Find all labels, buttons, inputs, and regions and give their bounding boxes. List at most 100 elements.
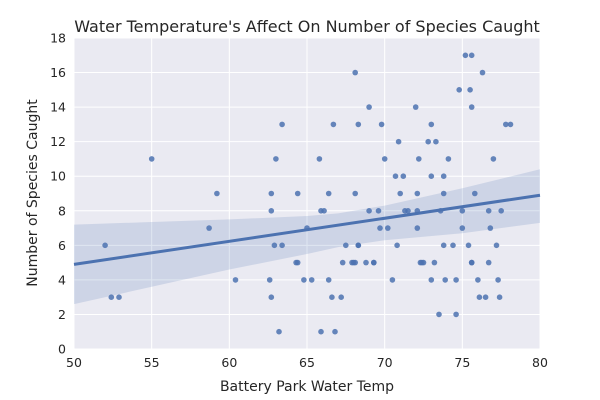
data-point: [338, 294, 345, 301]
data-point: [400, 173, 407, 179]
data-point: [440, 242, 447, 249]
data-point: [316, 156, 323, 162]
data-point: [487, 225, 494, 231]
data-point: [206, 225, 212, 231]
data-point: [433, 138, 439, 145]
data-point: [440, 190, 447, 197]
y-tick-label: 18: [50, 31, 66, 46]
scatter-points: [102, 52, 514, 335]
x-tick-label: 75: [454, 355, 470, 370]
data-point: [385, 225, 391, 231]
data-point: [490, 156, 497, 162]
data-point: [108, 294, 115, 301]
data-point: [268, 208, 275, 214]
data-point: [436, 311, 442, 318]
x-tick-labels: 50 55 60 65 70 75 80: [66, 355, 548, 370]
data-point: [366, 208, 372, 214]
data-point: [330, 121, 337, 128]
x-tick-label: 70: [377, 355, 393, 370]
data-point: [294, 259, 301, 266]
data-point: [412, 104, 419, 110]
x-tick-label: 50: [66, 355, 82, 370]
data-point: [493, 242, 500, 249]
data-point: [343, 242, 349, 249]
data-point: [472, 190, 478, 197]
data-point: [453, 277, 459, 283]
x-axis-label: Battery Park Water Temp: [220, 379, 394, 395]
data-point: [392, 173, 399, 179]
data-point: [318, 328, 324, 335]
data-point: [468, 52, 475, 59]
data-point: [394, 242, 400, 249]
data-point: [325, 190, 332, 197]
data-point: [271, 242, 278, 249]
regression-line: [73, 193, 541, 266]
data-point: [276, 328, 282, 335]
data-point: [279, 242, 285, 249]
data-point: [148, 156, 155, 162]
data-point: [377, 225, 383, 231]
data-point: [279, 121, 285, 128]
data-point: [339, 259, 346, 266]
data-point: [495, 277, 501, 283]
data-point: [442, 277, 449, 283]
data-point: [366, 104, 372, 110]
data-point: [468, 104, 475, 110]
data-point: [102, 242, 108, 249]
data-point: [355, 121, 362, 128]
data-point: [321, 208, 327, 214]
data-point: [266, 277, 273, 283]
data-point: [395, 138, 402, 145]
grid: [73, 37, 541, 350]
data-point: [507, 121, 514, 128]
data-point: [428, 121, 435, 128]
data-point: [389, 277, 396, 283]
data-point: [498, 208, 505, 214]
data-point: [268, 294, 275, 301]
data-point: [450, 242, 456, 249]
y-tick-label: 4: [58, 272, 66, 287]
data-point: [116, 294, 122, 301]
data-point: [268, 190, 275, 197]
data-point: [425, 138, 432, 145]
y-tick-label: 16: [50, 65, 66, 80]
data-point: [214, 190, 220, 197]
data-point: [482, 294, 489, 301]
data-point: [397, 190, 404, 197]
data-point: [485, 208, 492, 214]
y-axis-label: Number of Species Caught: [25, 99, 41, 287]
y-tick-label: 0: [58, 342, 66, 357]
data-point: [468, 259, 475, 266]
data-point: [414, 190, 421, 197]
data-point: [414, 225, 421, 231]
data-point: [431, 259, 438, 266]
data-point: [325, 277, 332, 283]
data-point: [416, 156, 422, 162]
data-point: [352, 190, 359, 197]
y-tick-label: 12: [50, 134, 66, 149]
data-point: [459, 225, 466, 231]
data-point: [479, 69, 486, 76]
data-point: [405, 208, 411, 214]
data-point: [301, 277, 307, 283]
x-tick-label: 60: [221, 355, 237, 370]
data-point: [355, 242, 362, 249]
data-point: [465, 242, 472, 249]
y-tick-label: 8: [58, 203, 66, 218]
data-point: [496, 294, 503, 301]
data-point: [445, 156, 452, 162]
data-point: [467, 87, 473, 93]
data-point: [332, 328, 338, 335]
x-tick-label: 55: [144, 355, 160, 370]
data-point: [378, 121, 385, 128]
data-point: [475, 277, 481, 283]
data-point: [462, 52, 469, 59]
x-tick-label: 80: [532, 355, 548, 370]
data-point: [440, 173, 447, 179]
data-point: [352, 259, 359, 266]
data-point: [375, 208, 382, 214]
y-tick-label: 2: [58, 307, 66, 322]
data-point: [428, 173, 435, 179]
data-point: [485, 259, 492, 266]
